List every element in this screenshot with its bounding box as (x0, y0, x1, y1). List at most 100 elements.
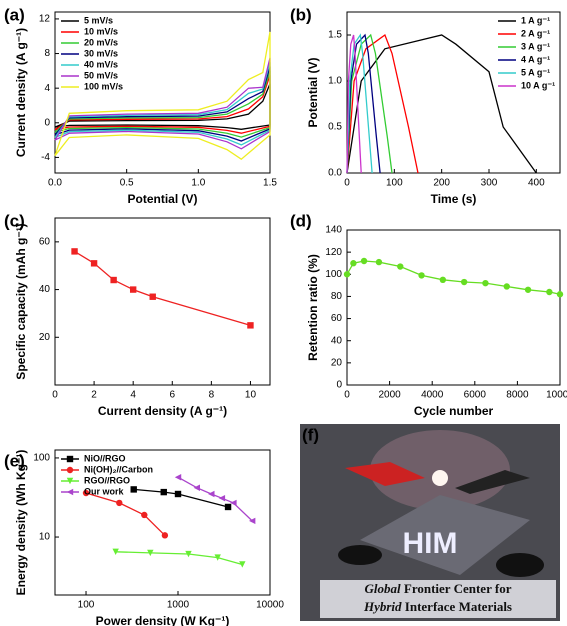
marker (460, 278, 468, 286)
y-tick-label: 4 (44, 83, 50, 94)
caption-line: Global Frontier Center for (365, 581, 512, 596)
series-line (177, 476, 253, 522)
x-tick-label: 10000 (546, 390, 567, 401)
red-clip (345, 462, 425, 486)
marker (149, 293, 156, 300)
y-tick-label: 1.5 (328, 30, 342, 41)
legend-label: 10 mV/s (84, 26, 118, 36)
legend-label: 2 A g⁻¹ (521, 28, 550, 38)
x-tick-label: 100 (386, 178, 403, 189)
series-line (115, 551, 243, 566)
x-tick-label: 0.0 (48, 178, 62, 189)
marker (350, 260, 357, 267)
plot-frame (346, 11, 561, 174)
legend-label: 10 A g⁻¹ (521, 80, 555, 90)
y-tick-label: 40 (39, 284, 51, 295)
marker (66, 488, 74, 496)
y-tick-label: 8 (44, 48, 50, 59)
caption-part: Hybrid (363, 599, 402, 614)
y-tick-label: 120 (325, 247, 342, 258)
marker (247, 322, 254, 329)
marker (239, 561, 246, 568)
x-tick-label: 2 (91, 390, 97, 401)
legend-label: NiO//RGO (84, 453, 126, 463)
marker (397, 263, 404, 270)
y-tick-label: 1.0 (328, 76, 342, 87)
legend-label: 3 A g⁻¹ (521, 41, 550, 51)
y-tick-label: 100 (325, 269, 342, 280)
marker (174, 474, 182, 481)
series-line (85, 492, 166, 536)
series-line (346, 33, 419, 174)
marker (90, 260, 98, 267)
x-tick-label: 6000 (464, 390, 487, 401)
marker (556, 291, 564, 298)
x-tick-label: 0 (344, 178, 350, 189)
y-tick-label: 40 (331, 335, 343, 346)
series-line (346, 33, 381, 174)
y-tick-label: 12 (39, 14, 51, 25)
caption-part: Global (365, 581, 402, 596)
series-line (346, 34, 537, 174)
x-tick-label: 200 (433, 178, 450, 189)
chart: 0 100 200 300 400 0.0 0.5 1.0 1.5 Time (s) Potenti… (290, 5, 561, 206)
marker (112, 548, 119, 556)
panel-label: (f) (302, 425, 319, 444)
caption-line: Hybrid Interface Materials (363, 599, 512, 614)
series-line (346, 34, 362, 174)
x-tick-label: 0.5 (120, 178, 134, 189)
y-axis-label: Retention ratio (%) (306, 254, 320, 361)
caption-band (320, 580, 556, 618)
x-tick-label: 6 (169, 390, 175, 401)
legend-label: 100 mV/s (84, 81, 123, 91)
marker (82, 489, 90, 497)
caption-part: Frontier Center for (404, 581, 512, 596)
y-tick-label: 0 (44, 117, 50, 128)
x-tick-label: 100 (78, 600, 95, 611)
legend-label: RGO//RGO (84, 475, 130, 485)
x-tick-label: 8000 (506, 390, 529, 401)
marker (174, 490, 182, 498)
x-tick-label: 4 (130, 390, 136, 401)
x-tick-label: 300 (481, 178, 498, 189)
y-tick-label: 10 (39, 532, 51, 543)
legend-label: 30 mV/s (84, 48, 118, 58)
x-tick-label: 0 (344, 390, 350, 401)
series-line (133, 488, 229, 508)
legend-label: 50 mV/s (84, 70, 118, 80)
legend-label: Our work (84, 486, 125, 496)
y-tick-label: 60 (39, 236, 51, 247)
marker (147, 549, 154, 557)
legend-label: 1 A g⁻¹ (521, 15, 550, 25)
marker (66, 477, 74, 485)
x-tick-label: 1.0 (191, 178, 205, 189)
y-tick-label: -4 (41, 152, 50, 163)
marker (160, 488, 167, 496)
marker (66, 466, 74, 474)
x-axis-label: Time (s) (431, 192, 477, 206)
y-tick-label: 80 (331, 291, 343, 302)
marker (71, 248, 78, 255)
x-tick-label: 400 (528, 178, 545, 189)
plot-frame (54, 449, 271, 596)
legend-label: Ni(OH)₂//Carbon (84, 464, 153, 474)
series-line (74, 250, 251, 327)
y-axis-label: Specific capacity (mAh g⁻¹) (14, 223, 28, 379)
x-tick-label: 1.5 (263, 178, 277, 189)
battery-right (496, 553, 544, 577)
board (360, 495, 530, 575)
y-tick-label: 60 (331, 313, 343, 324)
plot-frame (54, 217, 271, 386)
marker (130, 486, 137, 493)
marker (214, 554, 221, 561)
x-axis-label: Power density (W Kg⁻¹) (96, 614, 230, 626)
y-axis-label: Potential (V) (306, 57, 320, 127)
marker (185, 550, 192, 558)
chart: 0 2000 4000 6000 8000 10000 0 20 40 60 80 100 120 140… (290, 211, 567, 418)
panel-label: (c) (4, 211, 25, 230)
marker (375, 258, 383, 266)
black-clip (455, 470, 530, 494)
marker (218, 494, 226, 502)
